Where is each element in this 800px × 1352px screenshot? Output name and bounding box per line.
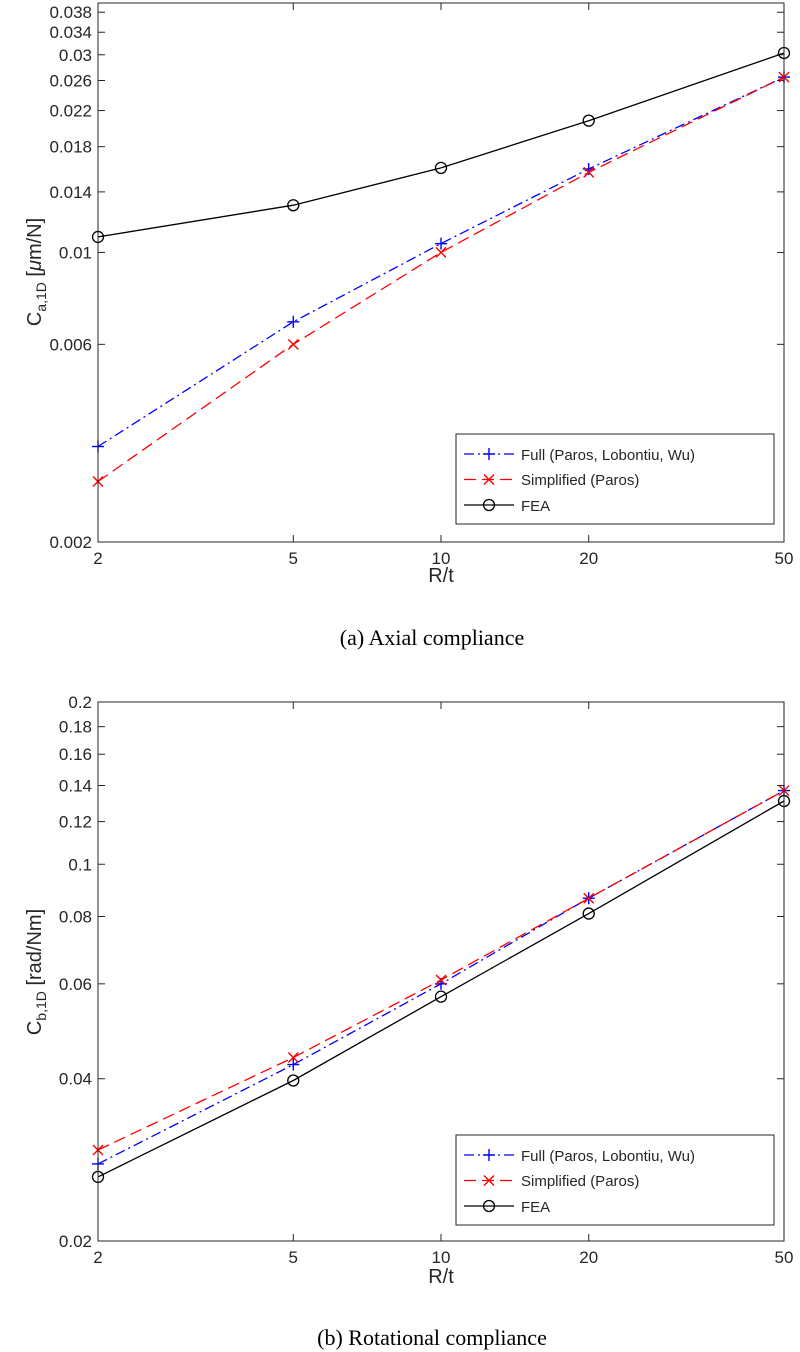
x-tick-label-axial-1: 5 — [289, 549, 298, 568]
data-point-full-axial-1 — [287, 315, 300, 328]
y-tick-label-axial-3: 0.014 — [49, 183, 92, 202]
plot-frame-rotational — [97, 701, 785, 1242]
data-point-simplified-rotational-1 — [287, 1052, 299, 1063]
data-point-simplified-axial-1 — [287, 338, 299, 350]
data-point-simplified-axial-3 — [583, 166, 595, 178]
caption-rotational: (b) Rotational compliance — [317, 1325, 547, 1350]
legend-label-fea-rotational: FEA — [521, 1199, 550, 1216]
x-tick-label-rotational-4: 50 — [775, 1248, 794, 1267]
panel-rotational-compliance: 2 5 10 20 50 0.02 0.04 0.06 0.08 0.1 0.12 0.14 0.16 0… — [24, 693, 793, 1350]
y-tick-label-rotational-4: 0.1 — [68, 855, 92, 874]
series-line-full-axial — [97, 76, 785, 448]
legend-label-full-rotational: Full (Paros, Lobontiu, Wu) — [521, 1148, 695, 1165]
panel-axial-compliance: 2 5 10 20 50 0.002 0.006 0.01 0.014 0.018 0.022 0.0… — [24, 2, 793, 650]
data-point-simplified-rotational-2 — [435, 974, 447, 986]
data-point-fea-axial-3 — [582, 114, 595, 127]
y-tick-label-rotational-9: 0.2 — [68, 693, 92, 712]
data-point-fea-axial-2 — [434, 161, 448, 175]
legend-label-fea-axial: FEA — [521, 498, 550, 515]
data-point-fea-rotational-2 — [434, 990, 448, 1003]
caption-axial: (a) Axial compliance — [340, 625, 524, 650]
x-tick-label-axial-4: 50 — [775, 549, 794, 568]
legend-marker-full-axial — [483, 448, 495, 460]
x-tick-label-rotational-0: 2 — [93, 1248, 102, 1267]
y-axis-label-axial: Ca,1D [μm/N] — [24, 218, 49, 326]
legend-marker-full-rotational — [483, 1149, 495, 1161]
y-tick-label-axial-8: 0.034 — [49, 23, 92, 42]
series-group-rotational — [91, 784, 791, 1184]
axis-ticks-axial: 2 5 10 20 50 0.002 0.006 0.01 0.014 0.018 0.022 0.0… — [49, 3, 793, 568]
series-line-simplified-axial — [97, 76, 785, 483]
x-tick-label-rotational-2: 10 — [432, 1248, 451, 1267]
y-tick-label-rotational-0: 0.02 — [59, 1232, 92, 1251]
y-tick-label-axial-2: 0.01 — [59, 243, 92, 262]
legend-marker-fea-axial — [482, 498, 496, 512]
y-tick-label-axial-5: 0.022 — [49, 102, 92, 121]
x-axis-label-axial: R/t — [428, 565, 454, 587]
y-tick-label-axial-1: 0.006 — [49, 335, 92, 354]
y-tick-label-rotational-7: 0.16 — [59, 745, 92, 764]
data-point-simplified-axial-2 — [435, 246, 447, 258]
y-axis-label-rotational: Cb,1D [rad/Nm] — [24, 909, 49, 1035]
y-tick-label-axial-7: 0.03 — [59, 46, 92, 65]
data-point-fea-axial-1 — [287, 199, 300, 212]
legend-axial: Full (Paros, Lobontiu, Wu) Simplified (P… — [455, 433, 775, 525]
y-tick-label-axial-0: 0.002 — [49, 533, 92, 552]
y-tick-label-rotational-2: 0.06 — [59, 975, 92, 994]
data-point-full-rotational-1 — [287, 1058, 300, 1071]
y-tick-label-axial-6: 0.026 — [49, 72, 92, 91]
legend-label-simplified-axial: Simplified (Paros) — [521, 472, 639, 489]
plot-frame-axial — [97, 2, 785, 543]
series-line-fea-axial — [97, 52, 785, 238]
y-tick-label-rotational-1: 0.04 — [59, 1070, 92, 1089]
y-tick-label-rotational-6: 0.14 — [59, 776, 92, 795]
data-point-fea-rotational-1 — [287, 1074, 300, 1087]
x-tick-label-axial-2: 10 — [432, 549, 451, 568]
series-line-fea-rotational — [97, 800, 785, 1178]
axis-ticks-rotational: 2 5 10 20 50 0.02 0.04 0.06 0.08 0.1 0.12 0.14 0.16 0… — [59, 693, 794, 1267]
x-tick-label-rotational-3: 20 — [579, 1248, 598, 1267]
y-tick-label-rotational-8: 0.18 — [59, 718, 92, 737]
legend-marker-simplified-rotational — [483, 1175, 495, 1186]
y-tick-label-axial-9: 0.038 — [49, 3, 92, 22]
y-tick-label-axial-4: 0.018 — [49, 138, 92, 157]
legend-marks-axial — [464, 448, 514, 512]
legend-label-full-axial: Full (Paros, Lobontiu, Wu) — [521, 447, 695, 464]
data-point-fea-rotational-3 — [582, 907, 595, 920]
data-point-full-axial-2 — [435, 237, 447, 250]
x-tick-label-axial-0: 2 — [93, 549, 102, 568]
x-tick-label-rotational-1: 5 — [289, 1248, 298, 1267]
y-tick-label-rotational-5: 0.12 — [59, 813, 92, 832]
x-tick-label-axial-3: 20 — [579, 549, 598, 568]
legend-label-simplified-rotational: Simplified (Paros) — [521, 1173, 639, 1190]
legend-marker-simplified-axial — [483, 474, 495, 485]
x-axis-label-rotational: R/t — [428, 1266, 454, 1288]
legend-rotational: Full (Paros, Lobontiu, Wu) Simplified (P… — [455, 1134, 775, 1226]
legend-marks-rotational — [464, 1149, 514, 1213]
data-point-simplified-rotational-3 — [583, 892, 595, 904]
y-tick-label-rotational-3: 0.08 — [59, 907, 92, 926]
legend-marker-fea-rotational — [482, 1199, 496, 1213]
